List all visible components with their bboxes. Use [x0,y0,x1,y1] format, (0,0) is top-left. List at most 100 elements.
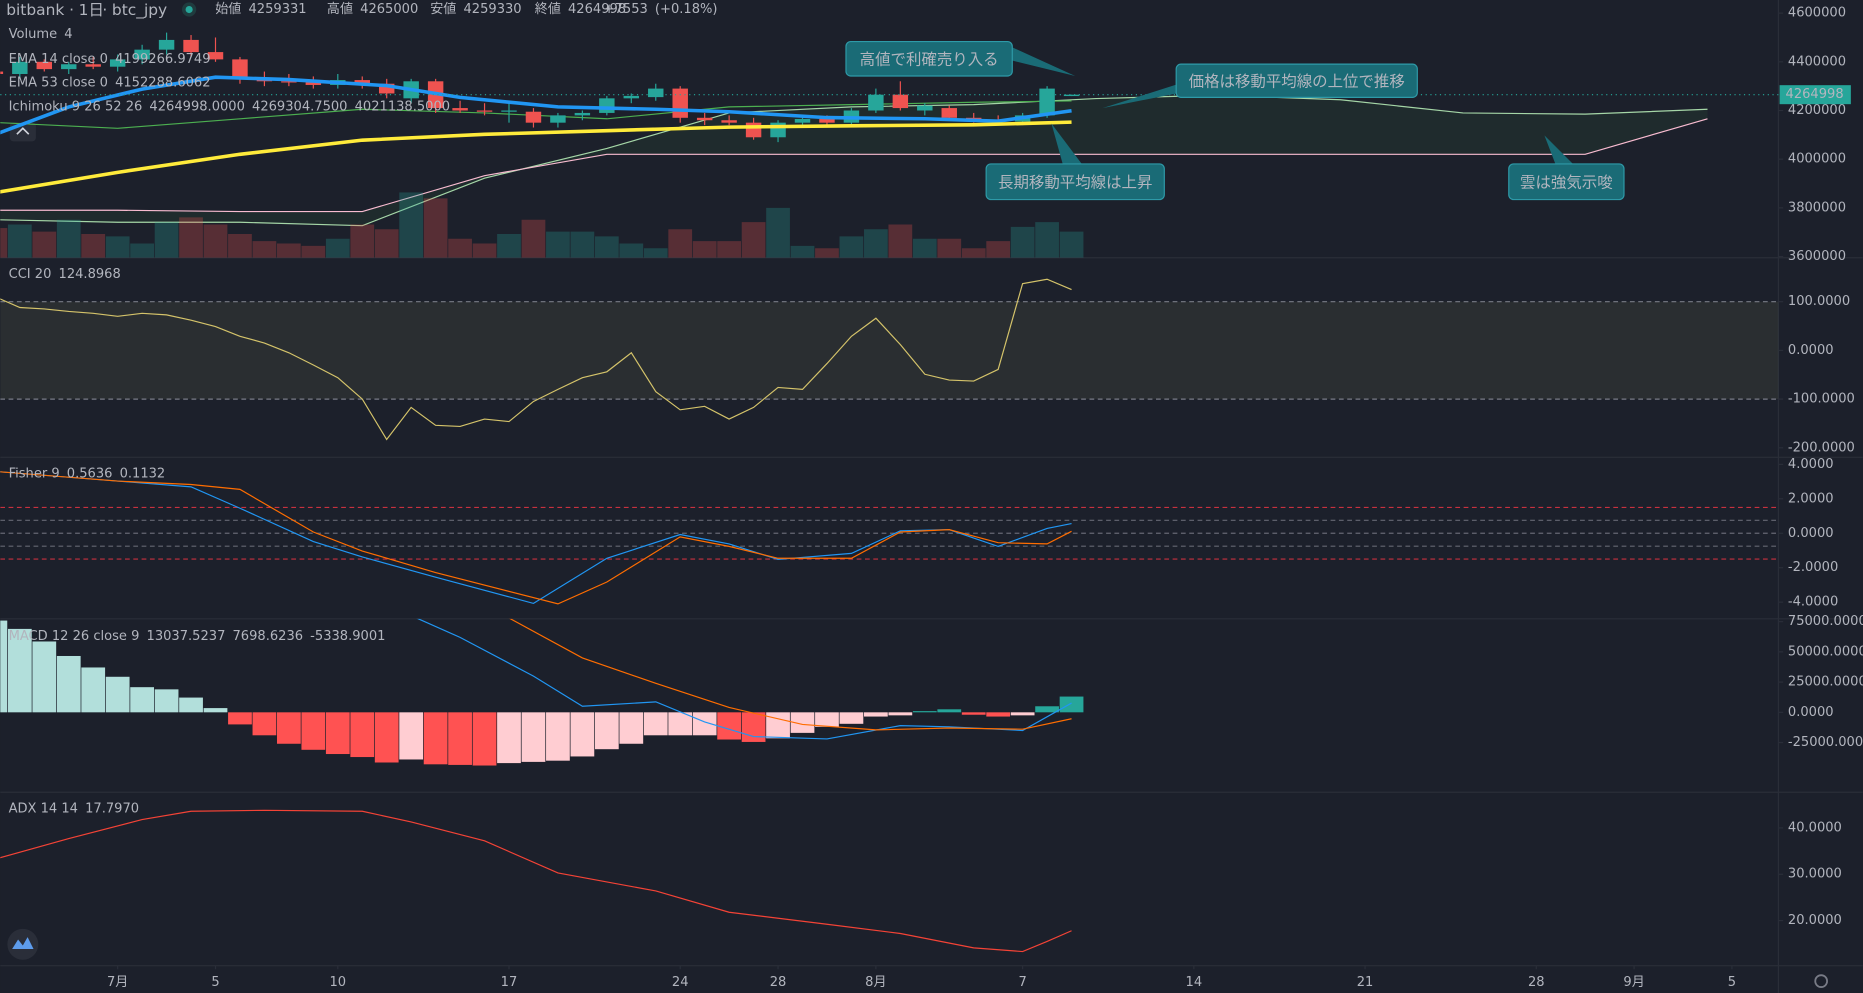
band-fill [0,301,1779,400]
y-tick-label: 75000.0000 [1788,614,1863,629]
candle-body [61,64,77,70]
y-tick-label: 30.0000 [1788,867,1842,882]
volume-bar [717,241,742,258]
logo[interactable] [7,928,39,960]
chevron-icon [16,127,30,135]
volume-bar [692,241,717,258]
y-tick-label: 40.0000 [1788,820,1842,835]
histogram-bar [790,712,815,733]
y-tick-label: -100.0000 [1788,392,1855,407]
volume-bar [497,233,521,258]
histogram-bar [1035,706,1059,713]
volume-bar [448,238,472,258]
settings-button[interactable] [1814,974,1828,988]
volume-bar [228,233,252,258]
x-tick-label: 28 [770,975,787,990]
pane-plot [0,278,1779,441]
status-dot [185,5,193,14]
histogram-bar [864,712,888,717]
volume-bar [643,248,668,258]
ema-line [0,75,1072,135]
callout-pointer [1544,135,1576,167]
histogram-bar [986,712,1011,717]
volume-bar [325,238,350,258]
histogram-bar [839,712,864,724]
histogram-bar [668,712,693,736]
exchange: bitbank [6,1,64,19]
macd-line [416,618,1072,740]
histogram-bar [423,712,448,765]
legend-value: 17.7970 [85,801,139,816]
volume-bar [521,219,546,258]
legend-name: CCI 20 [9,267,52,282]
histogram-bar [497,712,521,764]
volume-bar [1010,226,1035,258]
y-tick-label: 4400000 [1788,54,1846,69]
x-tick-label: 24 [672,975,689,990]
histogram-bar [741,712,766,742]
histogram-bar [961,712,986,715]
ohlc-label: 安値 [430,1,456,17]
volume-bar [619,243,644,258]
ohlc-value: 4259331 [248,2,306,17]
volume-bar [888,224,913,258]
y-tick-label: 3800000 [1788,200,1846,215]
volume-bar [374,229,399,258]
legend-value: 4021138.5000 [355,99,450,114]
legend-name: MACD 12 26 close 9 [9,629,140,644]
volume-bar [105,236,130,258]
histogram-bar [350,712,375,758]
volume-bar [7,224,32,258]
legend-value: 4199266.9749 [115,52,210,67]
last-price-label: 4264998 [1786,87,1844,102]
logo-icon [12,937,34,950]
histogram-bar [937,709,962,713]
legend-name: Volume [9,27,58,42]
ohlc-label: 高値 [327,1,353,17]
x-tick-label: 17 [501,975,518,990]
candle-body [36,61,53,70]
histogram-bar [717,712,742,740]
histogram-bar [325,712,350,755]
pane-plot [0,471,1779,605]
histogram-bar [399,712,424,760]
legend-value: 0.1132 [120,466,166,481]
gear-icon[interactable] [1814,974,1828,988]
volume-bar [32,231,57,258]
volume-bar [790,245,815,258]
legend-value: 4152288.6062 [115,76,210,91]
volume-bar [56,219,81,258]
legend-name: EMA 14 close 0 [9,52,108,67]
candle-body [85,64,101,67]
x-tick-label: 21 [1357,975,1374,990]
candle-body [1063,94,1080,97]
volume-bar [1059,231,1084,258]
separator: · [102,1,107,19]
legend-name: ADX 14 14 [9,801,78,816]
volume-bar [668,229,693,258]
histogram-bar [448,712,472,765]
logo-circle[interactable] [7,928,39,960]
candle-body [354,80,370,84]
histogram-bar [912,711,937,713]
y-tick-label: 100.0000 [1788,294,1850,309]
candle-body [378,83,395,94]
histogram-bar [570,712,595,757]
candle-body [648,88,664,98]
histogram-bar [643,712,668,736]
volume-bar [301,245,326,258]
callout-text: 雲は強気示唆 [1520,173,1613,191]
legend-value: 4264998.0000 [149,99,244,114]
candle-body [623,95,640,99]
histogram-bar [815,712,839,727]
candle-body [721,120,737,123]
legend-value: 124.8968 [59,267,121,282]
volume-bar [912,238,937,258]
histogram-bar [692,712,717,736]
volume-bar [350,224,375,258]
callout-text: 長期移動平均線は上昇 [998,173,1152,191]
candle-body [574,112,591,116]
candle-body [868,94,884,111]
volume-bar [130,243,155,258]
histogram-bar [81,667,106,713]
